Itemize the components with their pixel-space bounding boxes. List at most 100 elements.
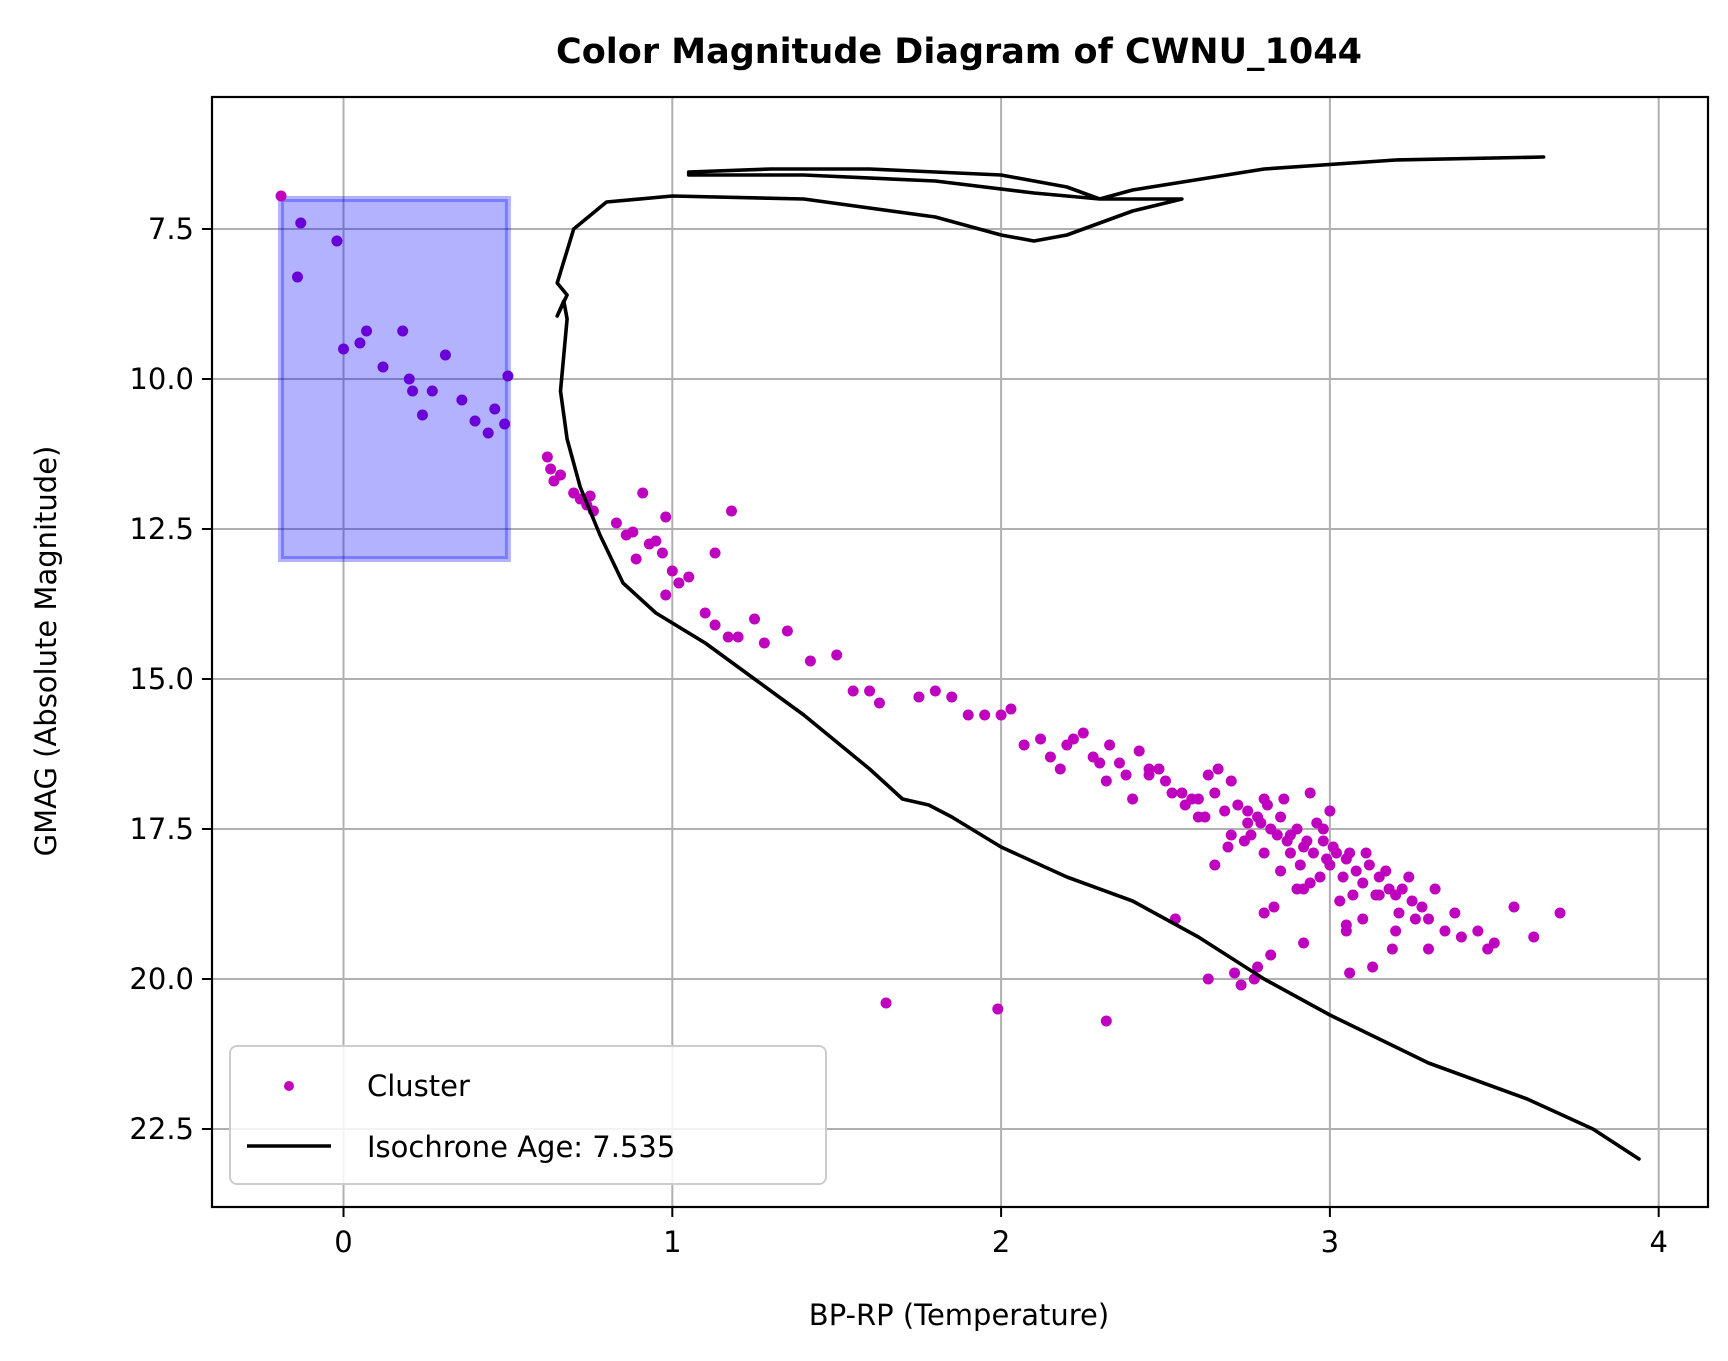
cluster-point [1284, 847, 1296, 859]
cluster-point [1100, 1015, 1112, 1027]
cluster-point [699, 607, 711, 619]
cluster-point [864, 685, 876, 697]
cluster-point [1528, 931, 1540, 943]
cluster-point [847, 685, 859, 697]
cluster-point [749, 613, 761, 625]
cluster-point [1242, 805, 1254, 817]
cluster-point [1018, 739, 1030, 751]
highlight-region [278, 196, 511, 562]
cluster-point [1159, 775, 1171, 787]
legend-label-isochrone: Isochrone Age: 7.535 [367, 1130, 675, 1164]
cluster-point [1166, 787, 1178, 799]
cluster-point [338, 343, 350, 355]
cluster-point [1209, 859, 1221, 871]
x-tick-label: 0 [334, 1225, 352, 1259]
cluster-point [1314, 871, 1326, 883]
plot-frame [210, 95, 1710, 1209]
cluster-point [1229, 967, 1241, 979]
cluster-point [1212, 763, 1224, 775]
cluster-point [403, 373, 415, 385]
cluster-point [1077, 727, 1089, 739]
cluster-point [1357, 877, 1369, 889]
cluster-point [377, 361, 389, 373]
cluster-point [1393, 907, 1405, 919]
cluster-point [1291, 823, 1303, 835]
cluster-point [1268, 901, 1280, 913]
cluster-point [502, 370, 514, 382]
cluster-point [331, 235, 343, 247]
cluster-point [913, 691, 925, 703]
cluster-point [1317, 823, 1329, 835]
cluster-point [584, 490, 596, 502]
cluster-point [1416, 901, 1428, 913]
cluster-point [995, 709, 1007, 721]
cluster-point [1357, 913, 1369, 925]
cluster-point [1281, 835, 1293, 847]
x-tick-label: 1 [663, 1225, 681, 1259]
cluster-point [1380, 865, 1392, 877]
cluster-point [541, 451, 553, 463]
cluster-point [1455, 931, 1467, 943]
cluster-point [1275, 811, 1287, 823]
cluster-points [275, 190, 1566, 1027]
cluster-point [962, 709, 974, 721]
cluster-point [683, 571, 695, 583]
cluster-point [781, 625, 793, 637]
cluster-point [1324, 805, 1336, 817]
cluster-point [1179, 799, 1191, 811]
cluster-point [946, 691, 958, 703]
cluster-point [1554, 907, 1566, 919]
cluster-point [407, 385, 419, 397]
y-tick-label: 7.5 [148, 212, 194, 246]
cluster-point [1035, 733, 1047, 745]
cluster-point [758, 637, 770, 649]
cluster-point [709, 619, 721, 631]
cluster-point [1104, 739, 1116, 751]
cluster-point [1301, 835, 1313, 847]
cluster-point [880, 997, 892, 1009]
cluster-point [482, 427, 494, 439]
cluster-point [1449, 907, 1461, 919]
cluster-point [1321, 853, 1333, 865]
y-tick-label: 10.0 [129, 362, 194, 396]
cluster-point [1271, 829, 1283, 841]
cluster-point [426, 385, 438, 397]
cluster-point [1396, 883, 1408, 895]
cluster-point [1390, 925, 1402, 937]
cluster-point [1255, 817, 1267, 829]
cluster-point [1235, 979, 1247, 991]
cluster-point [804, 655, 816, 667]
cluster-point [660, 511, 672, 523]
y-tick-label: 12.5 [129, 512, 194, 546]
cluster-point [555, 469, 567, 481]
cluster-point [1363, 859, 1375, 871]
cluster-point [1508, 901, 1520, 913]
cluster-point [1334, 895, 1346, 907]
cluster-point [1061, 739, 1073, 751]
cluster-point [1202, 769, 1214, 781]
cluster-point [1258, 907, 1270, 919]
cluster-point [1409, 913, 1421, 925]
cluster-point [1087, 751, 1099, 763]
cluster-point [1100, 775, 1112, 787]
cluster-point [1232, 799, 1244, 811]
cluster-point [1225, 829, 1237, 841]
y-tick-label: 20.0 [129, 962, 194, 996]
isochrone-line [555, 155, 1641, 1161]
cluster-point [1294, 859, 1306, 871]
cluster-point [1340, 919, 1352, 931]
cluster-point [1278, 793, 1290, 805]
cluster-point [732, 631, 744, 643]
cluster-point [1265, 949, 1277, 961]
cluster-point [992, 1003, 1004, 1015]
cluster-point [610, 517, 622, 529]
cluster-point [1423, 913, 1435, 925]
cluster-point [439, 349, 451, 361]
cluster-point [627, 526, 639, 538]
cluster-point [656, 547, 668, 559]
cluster-point [1317, 835, 1329, 847]
x-tick-label: 3 [1321, 1225, 1339, 1259]
legend-marker-cluster [284, 1081, 294, 1091]
cluster-point [1347, 889, 1359, 901]
cluster-point [499, 418, 511, 430]
